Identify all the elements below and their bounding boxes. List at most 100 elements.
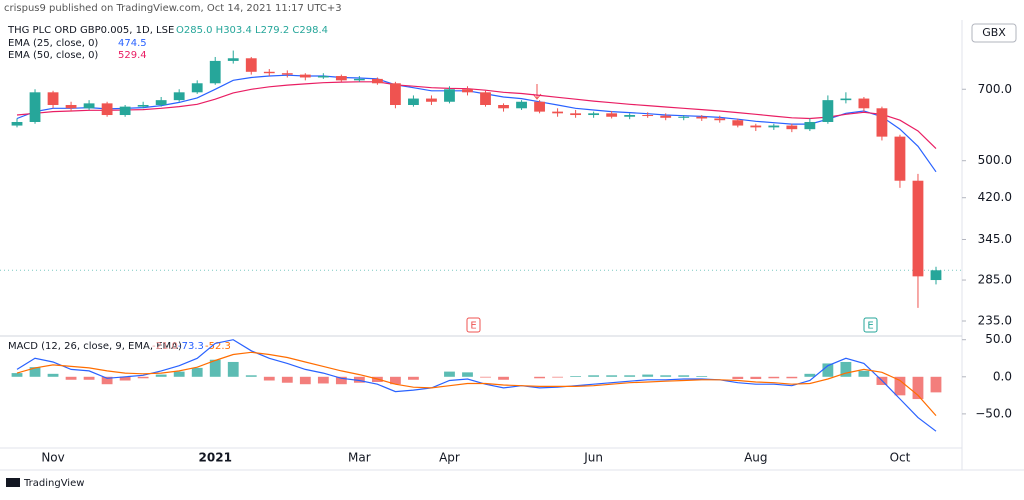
candle-body bbox=[696, 116, 708, 119]
candle-body bbox=[227, 58, 239, 61]
earnings-marker[interactable] bbox=[863, 317, 878, 333]
candle-body bbox=[606, 113, 618, 117]
histogram-bar bbox=[281, 376, 293, 383]
histogram-bar bbox=[83, 376, 95, 380]
histogram-bar bbox=[768, 376, 780, 379]
macd-line bbox=[16, 339, 937, 432]
ema-line bbox=[16, 74, 937, 173]
histogram-bar bbox=[570, 376, 582, 377]
legend-value: 474.5 bbox=[118, 38, 147, 49]
candle-body bbox=[263, 71, 275, 74]
legend-label: EMA (50, close, 0) bbox=[8, 50, 98, 61]
y-tick-label: 0.0 bbox=[993, 369, 1012, 383]
histogram-bar bbox=[263, 376, 275, 381]
histogram-bar bbox=[912, 376, 924, 400]
candle-body bbox=[83, 103, 95, 109]
candle-body bbox=[137, 104, 149, 107]
x-tick-label: Mar bbox=[348, 451, 371, 465]
histogram-bar bbox=[786, 376, 798, 379]
histogram-bar bbox=[101, 376, 113, 385]
x-tick-label: Nov bbox=[41, 451, 64, 465]
histogram-bar bbox=[317, 376, 329, 384]
histogram-bar bbox=[840, 361, 852, 377]
candle-body bbox=[570, 113, 582, 116]
candle-body bbox=[786, 125, 798, 130]
candle-body bbox=[516, 101, 527, 109]
macd-line bbox=[16, 351, 937, 416]
histogram-bar bbox=[408, 376, 419, 380]
candle-body bbox=[119, 106, 131, 116]
histogram-bar bbox=[750, 376, 762, 380]
histogram-bar bbox=[894, 376, 906, 396]
y-tick-label: −50.0 bbox=[975, 406, 1012, 420]
currency-box[interactable] bbox=[971, 23, 1017, 43]
candle-body bbox=[299, 74, 311, 78]
histogram-bar bbox=[930, 376, 942, 393]
symbol-title: THG PLC ORD GBP0.005, 1D, LSE bbox=[7, 25, 174, 36]
candle-body bbox=[47, 92, 59, 105]
ohlc-label: O285.0 H303.4 L279.2 C298.4 bbox=[176, 25, 328, 36]
histogram-bar bbox=[696, 376, 708, 377]
histogram-bar bbox=[606, 375, 618, 377]
histogram-bar bbox=[155, 374, 167, 377]
candle-body bbox=[209, 60, 221, 84]
x-tick-label: Aug bbox=[744, 451, 767, 465]
histogram-bar bbox=[444, 371, 455, 377]
candle-body bbox=[858, 98, 870, 109]
candle-body bbox=[552, 111, 563, 114]
candle-body bbox=[65, 104, 77, 109]
candle-body bbox=[678, 116, 690, 118]
candle-body bbox=[408, 98, 419, 105]
histogram-bar bbox=[534, 376, 545, 379]
candle-body bbox=[101, 103, 113, 116]
histogram-bar bbox=[462, 372, 473, 377]
candle-body bbox=[804, 121, 816, 130]
histogram-bar bbox=[624, 375, 636, 377]
candle-body bbox=[642, 115, 654, 117]
histogram-bar bbox=[11, 373, 23, 377]
x-tick-label: Oct bbox=[890, 451, 911, 465]
candle-body bbox=[480, 92, 491, 105]
candle-body bbox=[660, 115, 672, 118]
histogram-bar bbox=[245, 375, 257, 377]
candle-body bbox=[353, 78, 365, 81]
macd-value: -73.3 bbox=[178, 341, 204, 352]
candle-body bbox=[930, 270, 942, 281]
histogram-bar bbox=[209, 359, 221, 377]
y-tick-label: 420.0 bbox=[978, 190, 1012, 204]
x-tick-label: 2021 bbox=[199, 451, 232, 465]
earnings-marker[interactable] bbox=[466, 317, 481, 333]
histogram-bar bbox=[353, 376, 365, 383]
histogram-bar bbox=[660, 375, 672, 377]
earnings-label[interactable]: E bbox=[867, 321, 873, 332]
candle-body bbox=[444, 89, 455, 102]
macd-value: -52.3 bbox=[205, 341, 231, 352]
candle-body bbox=[335, 76, 347, 81]
candle-body bbox=[768, 125, 780, 128]
histogram-bar bbox=[47, 373, 59, 377]
candle-body bbox=[390, 83, 401, 105]
candle-body bbox=[245, 58, 257, 72]
histogram-bar bbox=[642, 374, 654, 377]
candle-body bbox=[11, 121, 23, 126]
histogram-bar bbox=[804, 373, 816, 377]
candle-body bbox=[155, 100, 167, 105]
histogram-bar bbox=[173, 371, 185, 377]
y-tick-label: 345.0 bbox=[978, 232, 1012, 246]
histogram-bar bbox=[227, 361, 239, 377]
candle-body bbox=[498, 104, 509, 109]
candle-body bbox=[732, 120, 744, 126]
candle-body bbox=[588, 113, 600, 116]
candle-body bbox=[462, 89, 473, 93]
y-tick-label: 235.0 bbox=[978, 313, 1012, 327]
histogram-bar bbox=[29, 367, 41, 377]
histogram-bar bbox=[822, 363, 834, 377]
currency[interactable]: GBX bbox=[982, 26, 1006, 39]
footer: TradingView bbox=[23, 478, 84, 489]
ema-line bbox=[16, 81, 937, 150]
candle-body bbox=[426, 98, 437, 102]
earnings-label[interactable]: E bbox=[470, 321, 476, 332]
candle-body bbox=[894, 136, 906, 181]
legend-value: 529.4 bbox=[118, 50, 147, 61]
